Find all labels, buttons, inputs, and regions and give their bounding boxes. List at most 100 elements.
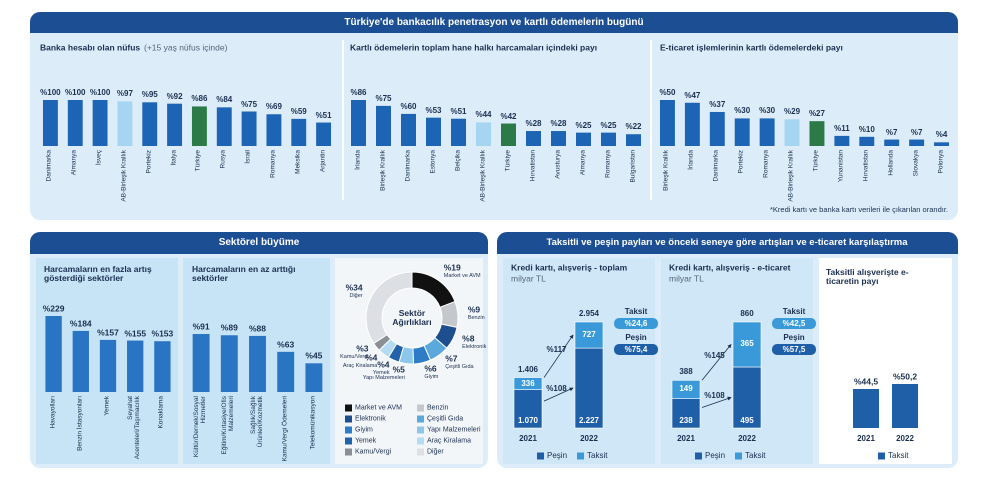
bar [784, 119, 800, 146]
value-label: %75 [375, 93, 392, 103]
slice-label: Yapı Malzemeleri [362, 374, 405, 381]
legend-label: Kamu/Vergi [355, 448, 392, 456]
slice-label: Yemek [372, 370, 390, 377]
slice-value: %8 [462, 333, 475, 344]
legend-label: Yapı Malzemeleri [427, 426, 481, 434]
value-label: %45 [305, 350, 323, 361]
slice-label: Market ve AVM [443, 272, 481, 279]
slice-label: Diğer [349, 292, 363, 299]
bar [401, 113, 416, 146]
value-label: %44 [475, 110, 492, 120]
value-label: %92 [166, 91, 183, 101]
donut-slice [365, 271, 413, 345]
bar [216, 107, 232, 146]
slice-value: %5 [392, 364, 405, 375]
value-label: %25 [575, 120, 592, 130]
legend-swatch [735, 452, 742, 460]
bar [526, 131, 541, 146]
slice-value: %4 [365, 352, 378, 363]
section-title: Taksitli ve peşin payları ve önceki sene… [546, 237, 908, 249]
legend-swatch [417, 448, 424, 456]
category-label: Türkiye [195, 150, 202, 172]
growth-label: %145 [704, 351, 725, 361]
bar [734, 118, 750, 146]
category-label: Türkiye [504, 150, 512, 172]
bar [291, 118, 307, 146]
value-label: %51 [315, 110, 332, 120]
share-name: Peşin [783, 332, 805, 342]
bar [241, 111, 257, 146]
segment-label: 2.227 [578, 415, 600, 425]
category-label: Bulgaristan [629, 150, 637, 183]
value-label: %53 [425, 105, 442, 115]
category-label: Romanya [269, 150, 277, 178]
bar [42, 100, 58, 146]
category-label: Romanya [604, 150, 612, 178]
legend-label: Elektronik [355, 415, 386, 423]
category-label: 2021 [857, 433, 875, 443]
bar [576, 132, 591, 146]
legend-swatch [345, 448, 352, 456]
bar [220, 335, 238, 392]
share-box [614, 344, 658, 355]
chart-title: Kredi kartı, alışveriş - e-ticaret [669, 262, 791, 273]
legend-label: Market ve AVM [355, 404, 402, 412]
total-label: 388 [679, 367, 693, 377]
share-label: %42,5 [782, 318, 806, 328]
bar [684, 102, 700, 146]
chart-title: Taksitli alışverişte e-ticaretin payı [826, 267, 909, 286]
legend-swatch [417, 426, 424, 434]
bar [142, 102, 158, 146]
category-label: Yemek [103, 396, 111, 416]
legend-label: Taksit [888, 450, 909, 460]
value-label: %229 [42, 303, 65, 314]
slice-value: %4 [377, 359, 390, 370]
legend-swatch [345, 404, 352, 412]
value-label: %86 [191, 94, 208, 104]
category-label: Meksika [294, 150, 302, 174]
value-label: %42 [500, 111, 517, 121]
value-label: %153 [151, 328, 174, 339]
segment-label: 727 [582, 329, 596, 339]
value-label: %4 [935, 130, 948, 140]
share-name: Taksit [782, 306, 806, 316]
panel-header [30, 243, 488, 254]
value-label: %22 [625, 122, 642, 132]
share-box [614, 318, 658, 329]
bar [934, 142, 950, 146]
share-label: %57,5 [782, 344, 806, 354]
bar [476, 122, 491, 146]
bar [859, 136, 875, 146]
legend-label: Taksit [745, 450, 766, 460]
growth-arrow [543, 334, 574, 378]
value-label: %29 [784, 107, 801, 117]
category-label: Birleşik Krallık [379, 150, 387, 191]
category-label: 2022 [896, 433, 914, 443]
legend-swatch [345, 426, 352, 434]
chart-title: Kredi kartı, alışveriş - toplam [511, 262, 628, 273]
category-label: Telekomünikasyon [309, 396, 317, 450]
bar-segment [732, 321, 762, 368]
category-label: 2021 [519, 433, 537, 443]
growth-label: %108 [546, 383, 567, 393]
category-label: Sağlık/Sağlık Ürünleri/Kozmetik [249, 396, 264, 448]
legend-swatch [878, 452, 885, 460]
growth-arrow [543, 387, 574, 402]
value-label: %28 [525, 118, 542, 128]
bar [191, 106, 207, 146]
value-label: %60 [400, 101, 417, 111]
bar [659, 100, 675, 146]
chart-subtitle: milyar TL [669, 273, 704, 284]
value-label: %25 [600, 120, 617, 130]
value-label: %89 [220, 322, 238, 333]
value-label: %44,5 [853, 376, 879, 387]
segment-label: 336 [521, 378, 535, 388]
value-label: %30 [734, 106, 751, 116]
chart-title: Harcamaların en az arttığı sektörler [192, 264, 296, 283]
value-label: %50,2 [892, 371, 918, 382]
panel-header [497, 243, 958, 254]
legend-label: Yemek [355, 437, 377, 445]
section-title: Sektörel büyüme [218, 236, 300, 248]
slice-label: Benzin [467, 314, 485, 321]
category-label: Arjantin [319, 150, 327, 173]
